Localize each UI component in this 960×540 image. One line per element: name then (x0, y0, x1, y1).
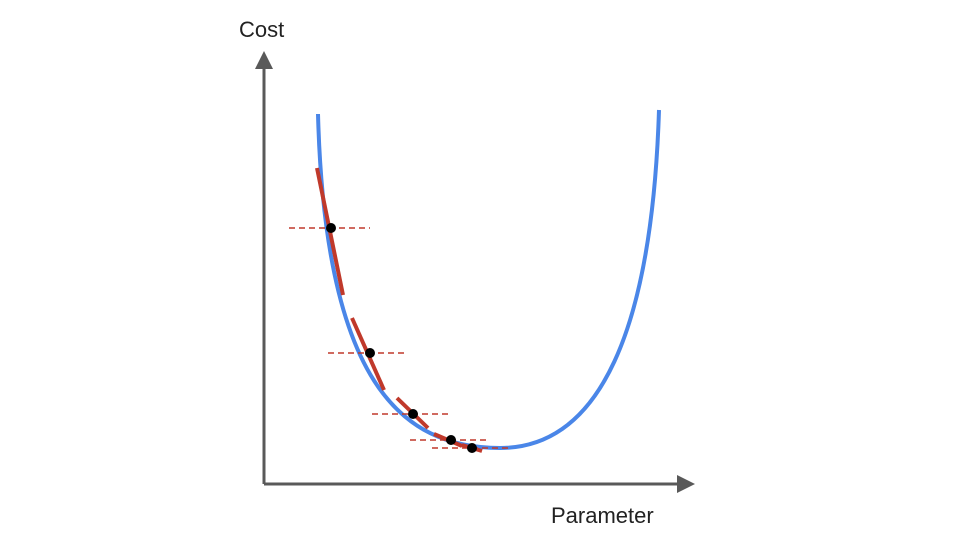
x-axis-label: Parameter (551, 503, 654, 528)
step-point (408, 409, 418, 419)
step-point (467, 443, 477, 453)
cost-curve (316, 109, 661, 451)
step-point (326, 223, 336, 233)
step-point (446, 435, 456, 445)
step-point (365, 348, 375, 358)
y-axis-label: Cost (239, 17, 285, 42)
